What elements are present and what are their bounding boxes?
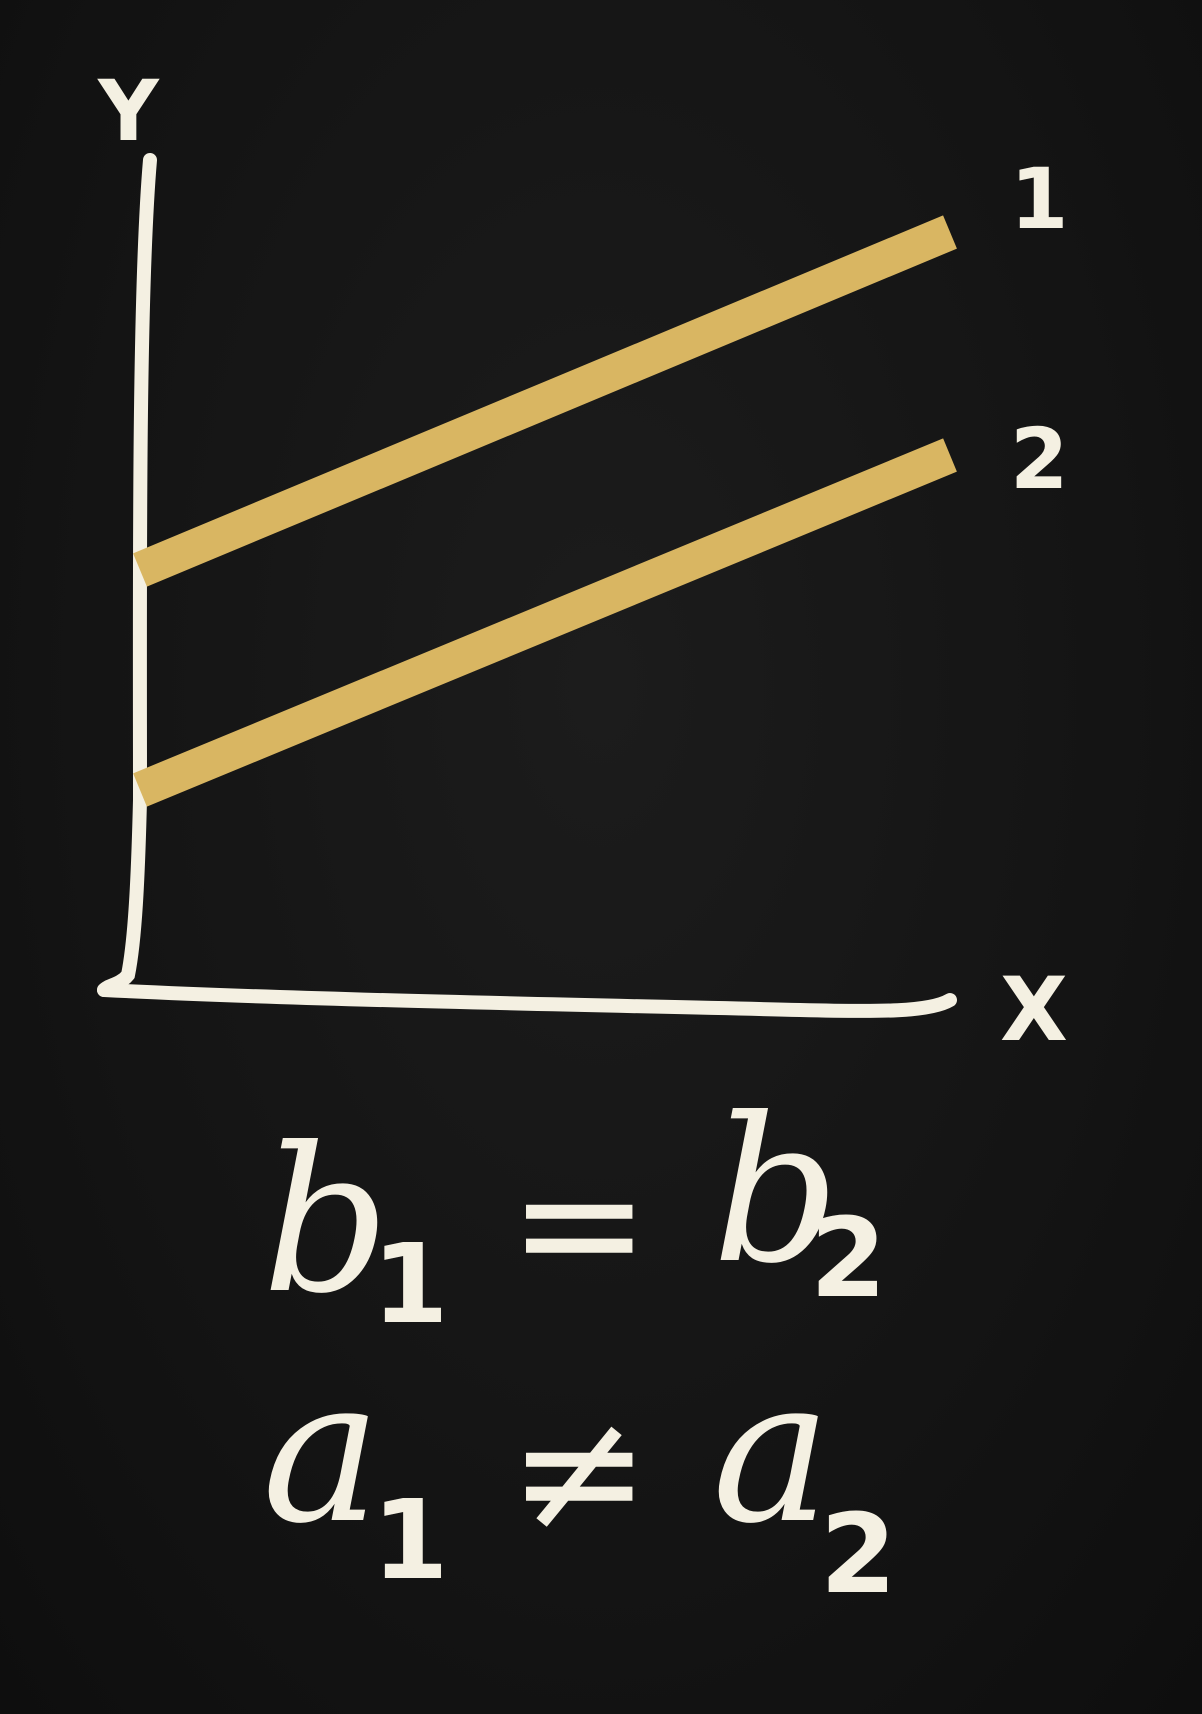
- equation-2-lhs-var: a: [262, 1335, 381, 1568]
- x-axis-label: X: [1000, 958, 1068, 1061]
- equation-2-lhs-sub: 1: [372, 1476, 449, 1604]
- line-2: [133, 438, 957, 807]
- line-2-label: 2: [1010, 410, 1068, 508]
- y-axis: [97, 153, 157, 997]
- equation-2-operator: ≠: [508, 1373, 650, 1571]
- y-axis-label: Y: [97, 62, 160, 160]
- x-axis: [97, 983, 957, 1018]
- equation-2-rhs-var: a: [712, 1335, 831, 1568]
- equation-intercepts-equal: b 1 = b 2: [262, 1075, 887, 1348]
- equation-2-rhs-sub: 2: [820, 1490, 897, 1618]
- equation-1-rhs-var: b: [712, 1075, 840, 1308]
- equation-1-rhs-sub: 2: [810, 1194, 887, 1322]
- line-1: [133, 215, 957, 587]
- equation-1-lhs-sub: 1: [372, 1220, 449, 1348]
- line-1-label: 1: [1010, 150, 1068, 248]
- equation-slopes-not-equal: a 1 ≠ a 2: [262, 1335, 897, 1618]
- equation-1-lhs-var: b: [262, 1105, 390, 1338]
- equation-1-operator: =: [508, 1125, 650, 1323]
